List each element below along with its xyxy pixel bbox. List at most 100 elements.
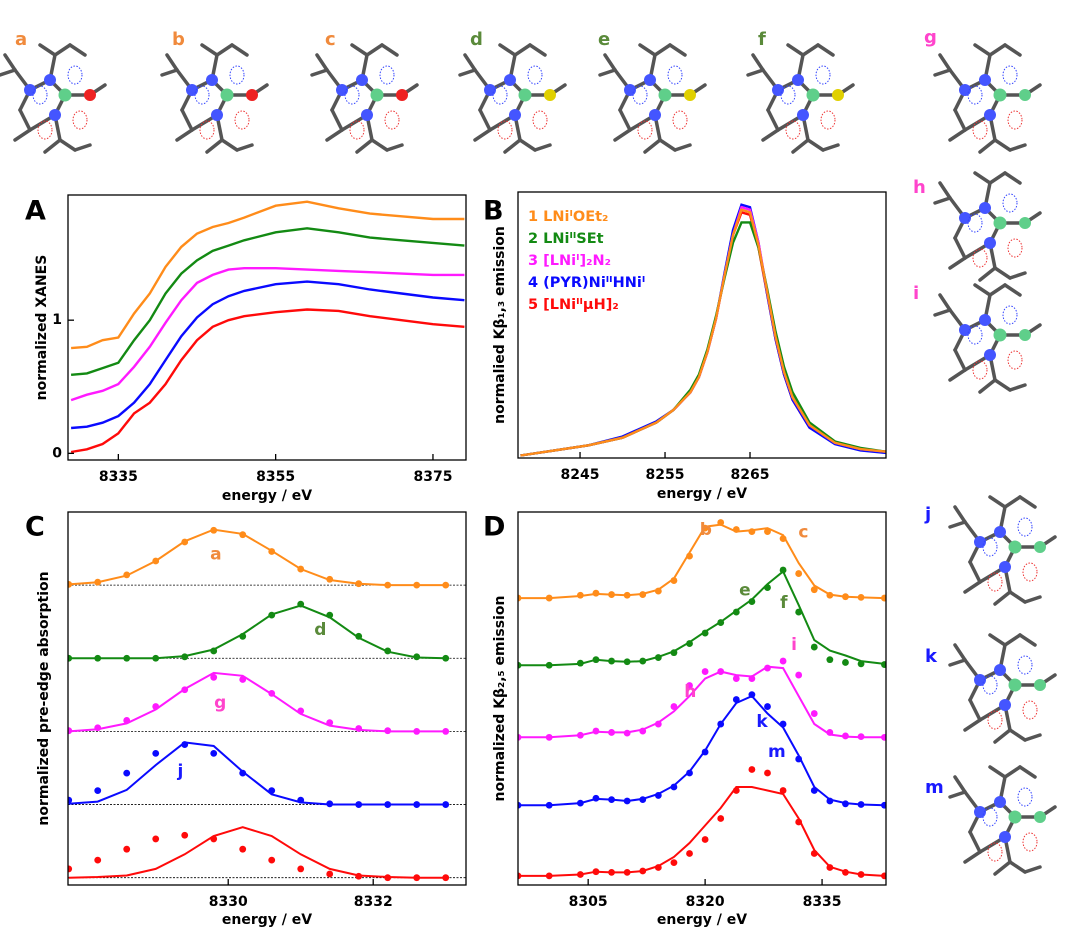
bond xyxy=(0,70,15,75)
data-point xyxy=(733,526,740,533)
data-point xyxy=(355,801,362,808)
fit-line xyxy=(518,667,884,738)
bond xyxy=(475,130,490,140)
bond xyxy=(1025,597,1040,602)
data-point xyxy=(181,832,188,839)
bond xyxy=(950,258,965,268)
y-axis-label: normalized pre-edge absorption xyxy=(36,571,52,825)
bond xyxy=(182,110,192,130)
data-point xyxy=(94,655,101,662)
bond xyxy=(990,45,1005,55)
bond xyxy=(950,792,965,797)
data-point xyxy=(881,802,888,809)
data-point xyxy=(733,696,740,703)
orbital-lobe xyxy=(1003,306,1017,324)
structure xyxy=(935,173,1040,280)
data-point xyxy=(624,592,631,599)
data-point xyxy=(326,719,333,726)
data-point xyxy=(123,571,130,578)
data-point xyxy=(717,519,724,526)
data-point xyxy=(608,796,615,803)
bond xyxy=(955,507,965,522)
data-point xyxy=(764,584,771,591)
data-point xyxy=(671,703,678,710)
orbital-lobe xyxy=(230,66,244,84)
bond xyxy=(1010,145,1025,150)
orbital-lobe xyxy=(385,111,399,129)
atom xyxy=(206,74,218,86)
data-point xyxy=(593,728,600,735)
data-point xyxy=(355,580,362,587)
bond xyxy=(530,45,545,55)
bond xyxy=(995,862,1010,874)
data-point xyxy=(795,672,802,679)
data-point xyxy=(268,787,275,794)
structure xyxy=(950,635,1055,742)
bond xyxy=(45,140,60,152)
bond xyxy=(995,268,1010,278)
data-point xyxy=(210,527,217,534)
ligand-atom xyxy=(832,89,844,101)
data-point xyxy=(702,668,709,675)
panel-letter: C xyxy=(25,512,45,543)
bond xyxy=(382,45,397,55)
structure xyxy=(935,285,1040,392)
structure-label: c xyxy=(325,29,336,50)
bond xyxy=(955,350,965,370)
data-point xyxy=(655,792,662,799)
bond xyxy=(970,700,980,720)
legend-entry: 2 LNiᴵᴵSEt xyxy=(528,231,604,247)
orbital-lobe xyxy=(533,111,547,129)
ligand-atom xyxy=(1019,89,1031,101)
structure-label: h xyxy=(913,177,926,198)
data-point xyxy=(671,784,678,791)
bond xyxy=(1005,285,1020,295)
bond xyxy=(1010,862,1025,872)
orbital-lobe xyxy=(821,111,835,129)
data-point xyxy=(764,528,771,535)
orbital-lobe xyxy=(235,111,249,129)
bond xyxy=(940,55,950,70)
data-point xyxy=(123,846,130,853)
structure xyxy=(312,45,417,152)
data-point xyxy=(671,577,678,584)
bond xyxy=(20,110,30,130)
data-point xyxy=(733,609,740,616)
data-point xyxy=(593,656,600,663)
data-point xyxy=(717,619,724,626)
atom xyxy=(999,699,1011,711)
data-point xyxy=(577,592,584,599)
data-point xyxy=(239,676,246,683)
bond xyxy=(1020,497,1035,507)
orbital-lobe xyxy=(1018,788,1032,806)
data-point xyxy=(624,869,631,876)
bond xyxy=(75,145,90,150)
bond xyxy=(990,285,1005,295)
bond xyxy=(950,660,965,665)
bond xyxy=(202,45,217,55)
data-point xyxy=(65,866,72,873)
data-point xyxy=(593,795,600,802)
bond xyxy=(950,370,965,380)
bond xyxy=(357,140,372,152)
bond xyxy=(975,285,990,295)
data-point xyxy=(639,591,646,598)
bond xyxy=(748,70,763,75)
annotation: m xyxy=(768,742,786,762)
orbital-lobe xyxy=(1003,194,1017,212)
data-point xyxy=(384,727,391,734)
data-point xyxy=(671,649,678,656)
orbital-lobe xyxy=(1008,111,1022,129)
data-point xyxy=(413,728,420,735)
bond xyxy=(317,55,327,70)
bond xyxy=(970,562,980,582)
data-point xyxy=(268,690,275,697)
data-point xyxy=(577,732,584,739)
atom xyxy=(44,74,56,86)
bond xyxy=(955,645,965,660)
atom xyxy=(984,237,996,249)
data-point xyxy=(94,579,101,586)
atom xyxy=(792,74,804,86)
data-point xyxy=(702,630,709,637)
atom xyxy=(999,561,1011,573)
